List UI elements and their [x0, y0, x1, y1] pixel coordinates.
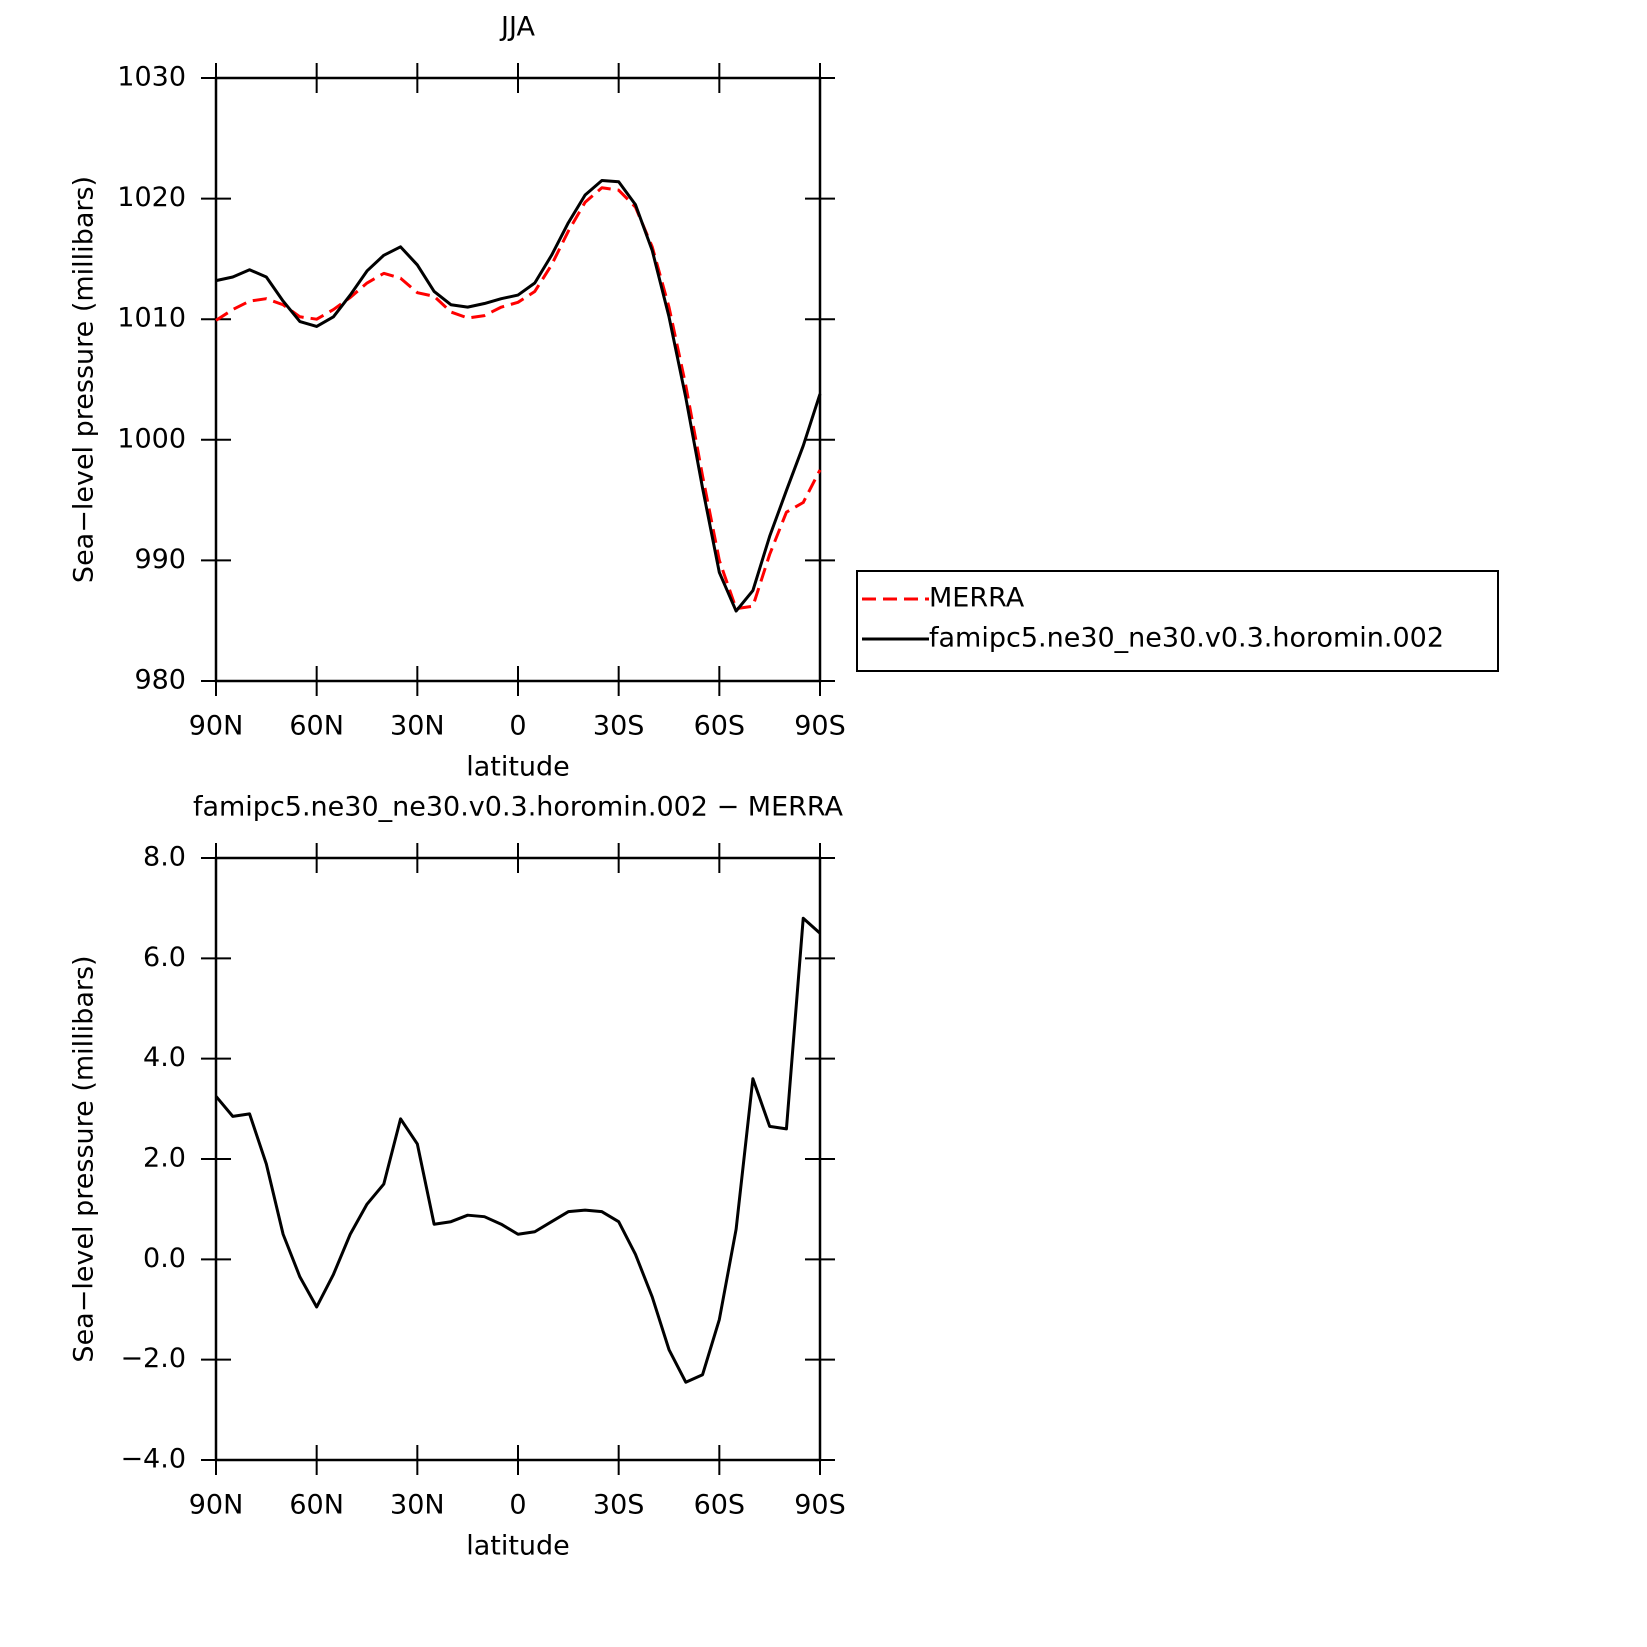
- x-tick-label: 0: [509, 711, 526, 742]
- y-tick-label: −2.0: [120, 1343, 186, 1374]
- x-tick-label: 60N: [289, 711, 344, 742]
- plot-frame: [214, 76, 822, 683]
- plot-frame: [214, 856, 822, 1462]
- data-line: [215, 186, 822, 611]
- x-axis-label: latitude: [466, 752, 570, 783]
- x-tick-label: 0: [509, 1490, 526, 1521]
- x-tick-label: 90S: [794, 711, 846, 742]
- chart: JJA latitude Sea−level pressure (millibars…: [69, 12, 1499, 783]
- x-axis-label: latitude: [466, 1531, 570, 1562]
- x-tick-label: 30N: [390, 711, 445, 742]
- chart-title: JJA: [499, 12, 535, 43]
- y-tick-label: 1010: [117, 303, 186, 334]
- chart: famipc5.ne30_ne30.v0.3.horomin.002 − MER…: [69, 792, 846, 1562]
- legend-label: MERRA: [929, 583, 1025, 614]
- x-tick-label: 30S: [593, 711, 645, 742]
- legend-label: famipc5.ne30_ne30.v0.3.horomin.002: [929, 623, 1444, 654]
- y-tick-label: 1020: [117, 182, 186, 213]
- chart-title: famipc5.ne30_ne30.v0.3.horomin.002 − MER…: [193, 792, 844, 823]
- y-tick-label: 990: [134, 544, 186, 575]
- y-tick-label: 1000: [117, 423, 186, 454]
- data-line: [215, 179, 822, 613]
- x-tick-label: 30N: [390, 1490, 445, 1521]
- y-tick-label: −4.0: [120, 1444, 186, 1475]
- y-tick-label: 6.0: [143, 942, 186, 973]
- data-line: [214, 916, 822, 1384]
- y-tick-label: 4.0: [143, 1042, 186, 1073]
- y-tick-label: 980: [134, 665, 186, 696]
- x-tick-label: 30S: [593, 1490, 645, 1521]
- legend: MERRA famipc5.ne30_ne30.v0.3.horomin.002: [856, 570, 1499, 672]
- y-tick-label: 1030: [117, 62, 186, 93]
- x-tick-label: 60N: [289, 1490, 344, 1521]
- y-tick-label: 8.0: [143, 842, 186, 873]
- x-tick-label: 90S: [794, 1490, 846, 1521]
- x-tick-label: 90N: [189, 1490, 244, 1521]
- x-tick-label: 60S: [694, 711, 746, 742]
- y-tick-label: 2.0: [143, 1143, 186, 1174]
- y-axis-label: Sea−level pressure (millibars): [69, 176, 100, 583]
- y-axis-label: Sea−level pressure (millibars): [69, 955, 100, 1362]
- y-tick-label: 0.0: [143, 1243, 186, 1274]
- x-tick-label: 60S: [694, 1490, 746, 1521]
- legend-box: [856, 570, 1499, 672]
- x-tick-label: 90N: [189, 711, 244, 742]
